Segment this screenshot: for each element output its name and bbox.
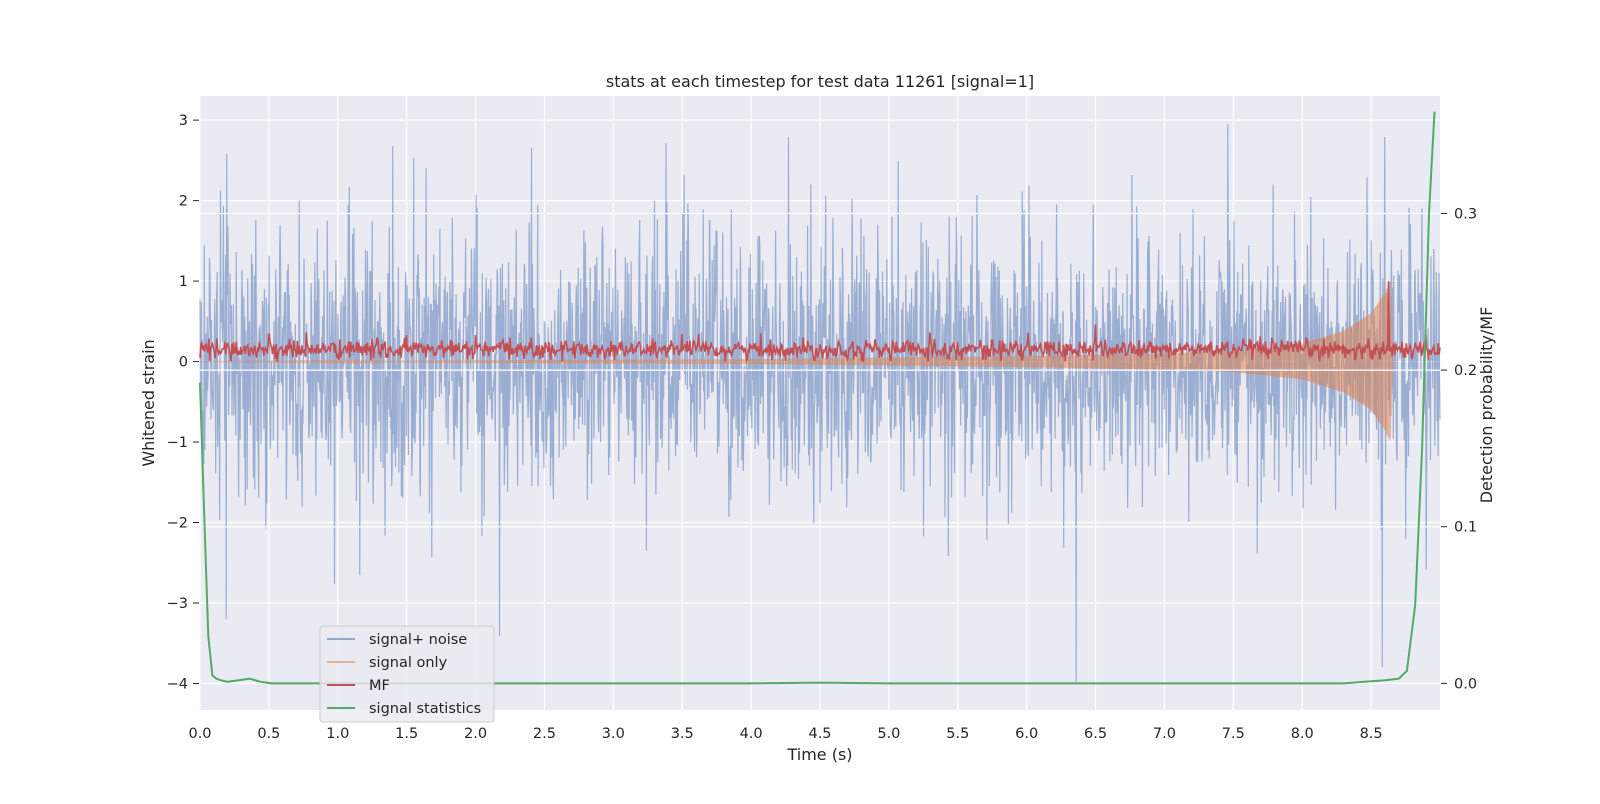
x-tick-label: 0.5: [257, 726, 280, 742]
x-tick-label: 0.0: [188, 726, 211, 742]
legend-item-mf: MF: [327, 678, 390, 694]
legend-label-mf: MF: [369, 678, 390, 694]
y2-tick-label: 0.0: [1454, 676, 1477, 692]
legend-item-signal-only: signal only: [327, 655, 448, 671]
legend-label-signal-statistics: signal statistics: [369, 701, 481, 717]
chart-title: stats at each timestep for test data 112…: [606, 72, 1034, 91]
y-tick-label: −4: [167, 676, 188, 692]
legend-item-signal-noise: signal+ noise: [327, 632, 467, 648]
y2-tick-label: 0.2: [1454, 363, 1477, 379]
y-tick-label: −2: [167, 516, 188, 532]
x-tick-label: 4.5: [808, 726, 831, 742]
signal-noise-series: [199, 124, 1441, 682]
x-axis-ticks: 0.0 0.5 1.0 1.5 2.0 2.5 3.0 3.5 4.0 4.5 5.0 5.5 6.0 6…: [188, 726, 1382, 742]
y-tick-label: 1: [179, 274, 188, 290]
x-tick-label: 8.0: [1291, 726, 1314, 742]
mf-series: [199, 281, 1441, 363]
x-tick-label: 2.0: [464, 726, 487, 742]
signal-only-line: [200, 281, 1394, 441]
x-tick-label: 3.5: [671, 726, 694, 742]
x-tick-label: 5.0: [877, 726, 900, 742]
y-tick-label: 2: [179, 194, 188, 210]
x-tick-label: 5.5: [946, 726, 969, 742]
legend: signal+ noise signal only MF signal stat…: [319, 625, 495, 723]
y-tick-label: −1: [167, 435, 188, 451]
legend-label-signal-noise: signal+ noise: [369, 632, 467, 648]
y-tick-label: 0: [179, 355, 188, 371]
y2-axis-label: Detection probability/MF: [1477, 307, 1496, 504]
legend-box: [319, 625, 495, 723]
x-axis-label: Time (s): [786, 745, 852, 764]
signal-statistics-line: [199, 111, 1436, 685]
legend-item-signal-statistics: signal statistics: [327, 701, 481, 717]
grid-lines: [199, 96, 1440, 710]
y2-axis-ticks: 0.3 0.2 0.1 0.0: [1441, 206, 1477, 692]
y-tick-label: −3: [167, 596, 188, 612]
x-tick-label: 1.5: [395, 726, 418, 742]
y2-tick-label: 0.3: [1454, 206, 1477, 222]
y2-tick-label: 0.1: [1454, 520, 1477, 536]
legend-label-signal-only: signal only: [369, 655, 448, 671]
mf-line: [199, 281, 1441, 363]
x-tick-label: 3.0: [602, 726, 625, 742]
signal-only-series: [200, 281, 1394, 441]
x-tick-label: 8.5: [1360, 726, 1383, 742]
x-tick-label: 6.5: [1084, 726, 1107, 742]
x-tick-label: 1.0: [326, 726, 349, 742]
y-axis-ticks: 3 2 1 0 −1 −2 −3 −4: [167, 113, 199, 692]
y-axis-label: Whitened strain: [139, 339, 158, 466]
signal-statistics-series: [199, 111, 1436, 685]
y-tick-label: 3: [179, 113, 188, 129]
x-tick-label: 2.5: [533, 726, 556, 742]
x-tick-label: 7.5: [1222, 726, 1245, 742]
x-tick-label: 6.0: [1015, 726, 1038, 742]
x-tick-label: 7.0: [1153, 726, 1176, 742]
x-tick-label: 4.0: [740, 726, 763, 742]
signal-noise-line: [199, 124, 1441, 682]
